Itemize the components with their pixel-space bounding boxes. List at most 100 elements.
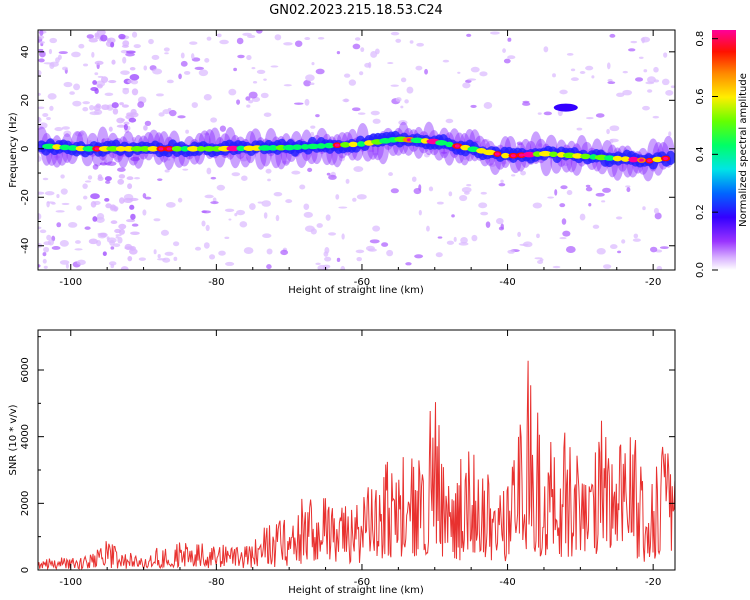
noise-speck (615, 216, 623, 220)
ridge-core (501, 152, 510, 159)
ridge-core (612, 155, 623, 162)
colorbar-tick-label: 0.6 (695, 89, 706, 105)
noise-speck (274, 34, 282, 41)
noise-speck (532, 202, 543, 209)
noise-speck (424, 68, 428, 75)
noise-speck (395, 38, 402, 43)
noise-speck (225, 261, 235, 266)
noise-speck (633, 233, 639, 239)
noise-speck (621, 239, 626, 244)
noise-speck (498, 183, 506, 187)
noise-speck (69, 91, 75, 95)
noise-speck (457, 71, 461, 74)
noise-speck (231, 172, 241, 177)
noise-speck (345, 178, 350, 184)
noise-speck (585, 184, 591, 188)
noise-speck (609, 125, 620, 132)
noise-speck (162, 257, 171, 263)
x-tick-label: -80 (208, 277, 224, 288)
ridge-core (306, 143, 320, 150)
noise-speck (341, 233, 345, 240)
noise-speck (328, 232, 337, 236)
noise-speck (62, 66, 68, 71)
noise-speck (357, 112, 366, 115)
ridge-core (348, 141, 358, 148)
noise-speck (263, 78, 267, 81)
noise-speck (216, 184, 226, 191)
noise-speck (369, 239, 380, 244)
noise-speck (127, 79, 133, 84)
noise-speck (266, 248, 273, 255)
noise-speck (67, 221, 78, 228)
noise-speck (100, 34, 108, 42)
ridge-band (665, 150, 675, 165)
noise-speck (94, 88, 99, 95)
noise-speck (89, 111, 100, 116)
ridge-core (340, 141, 351, 148)
noise-speck (173, 256, 178, 262)
noise-speck (451, 214, 455, 218)
noise-speck (148, 38, 154, 45)
noise-speck (511, 174, 516, 177)
noise-speck (78, 43, 85, 49)
noise-speck (94, 33, 101, 40)
noise-speck (142, 193, 147, 199)
noise-speck (158, 112, 165, 117)
noise-speck (93, 105, 101, 111)
noise-speck (210, 117, 218, 123)
noise-speck (118, 33, 126, 40)
ridge-core (187, 145, 199, 152)
noise-speck (285, 199, 293, 204)
noise-speck (130, 213, 136, 220)
noise-speck (121, 104, 129, 108)
noise-speck (283, 84, 292, 87)
noise-speck (82, 101, 90, 105)
spectrogram-ylabel: Frequency (Hz) (8, 112, 19, 188)
noise-speck (219, 125, 226, 132)
noise-speck (116, 124, 127, 128)
ridge-core (572, 153, 583, 159)
noise-speck (204, 194, 214, 199)
noise-speck (120, 266, 129, 270)
noise-speck (315, 114, 320, 118)
noise-speck (38, 92, 41, 97)
ridge-core (323, 142, 335, 149)
ridge-core (42, 143, 56, 150)
noise-speck (281, 160, 290, 165)
noise-speck (606, 128, 610, 135)
noise-speck (404, 99, 409, 104)
noise-speck (96, 84, 103, 89)
ridge-core (258, 145, 272, 151)
noise-speck (88, 38, 99, 43)
noise-speck (570, 77, 579, 82)
noise-speck (387, 62, 394, 65)
noise-speck (482, 138, 490, 142)
noise-speck (390, 188, 399, 194)
noise-speck (99, 162, 108, 166)
noise-speck (191, 57, 201, 62)
colorbar-ticks: 0.0 0.2 0.4 0.6 0.8 (695, 31, 718, 278)
noise-speck (94, 72, 99, 76)
noise-speck (595, 113, 605, 118)
noise-speck (153, 218, 161, 222)
noise-speck (470, 66, 480, 73)
noise-speck (142, 209, 147, 216)
noise-speck (248, 100, 254, 104)
ridge-core (603, 155, 615, 161)
ridge-peak (631, 158, 636, 162)
noise-speck (656, 265, 663, 270)
noise-speck (299, 184, 306, 190)
ridge-core (410, 137, 425, 144)
noise-speck (87, 175, 93, 180)
noise-speck (82, 183, 88, 189)
snr-xlabel: Height of straight line (km) (288, 585, 424, 596)
noise-speck (663, 52, 668, 58)
noise-speck (626, 187, 631, 193)
noise-speck (265, 168, 272, 174)
noise-speck (342, 98, 350, 103)
noise-speck (418, 184, 422, 191)
x-tick-label: -60 (354, 577, 370, 588)
noise-speck (121, 44, 129, 48)
noise-speck (503, 58, 511, 64)
noise-speck (180, 60, 188, 67)
